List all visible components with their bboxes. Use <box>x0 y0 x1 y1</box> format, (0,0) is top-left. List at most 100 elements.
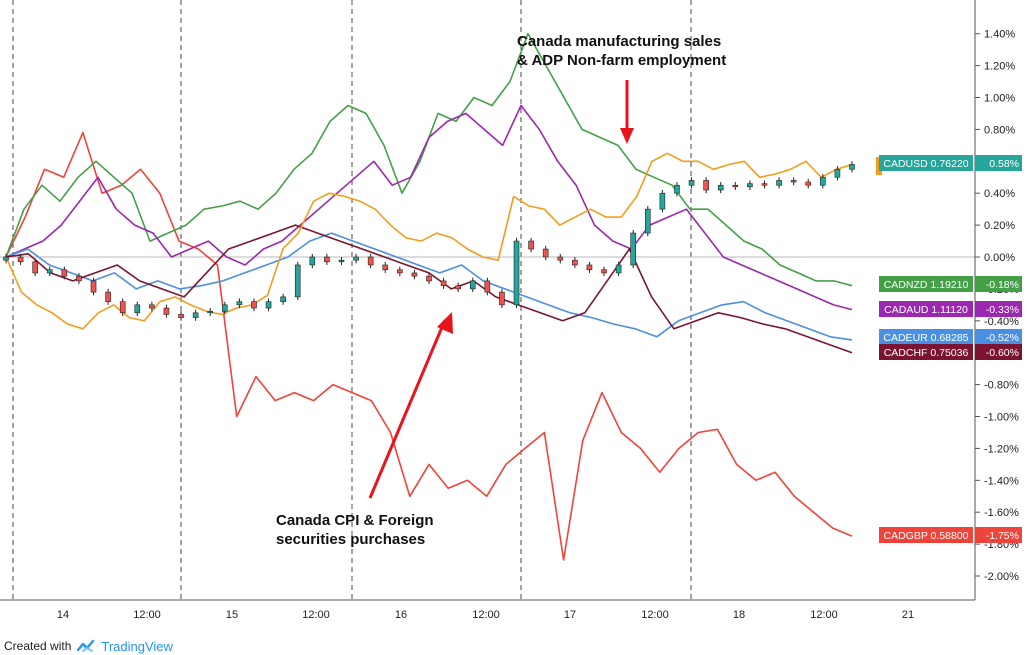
candle <box>469 280 476 290</box>
label-change-text: -0.52% <box>986 332 1019 344</box>
multi-series-percent-chart[interactable]: Canada manufacturing sales & ADP Non-farm… <box>0 0 1030 632</box>
candle <box>3 256 9 261</box>
candle <box>236 301 243 306</box>
candle <box>411 272 418 277</box>
x-tick-label: 12:00 <box>133 609 161 621</box>
series-line-cadgbp <box>5 131 853 561</box>
candle <box>659 192 666 210</box>
y-tick-label: -1.20% <box>984 443 1019 455</box>
x-tick-label: 14 <box>57 609 69 621</box>
label-name-box <box>879 344 973 360</box>
y-tick-label: 0.40% <box>984 188 1015 200</box>
candle <box>601 269 607 274</box>
label-name-text: CADCHF 0.75036 <box>884 347 969 359</box>
annotation-arrowhead-up <box>437 312 453 334</box>
candle <box>149 304 155 309</box>
candle <box>732 184 739 188</box>
y-tick-label: 0.20% <box>984 220 1015 232</box>
value-label-cadeur: CADEUR 0.68285 -0.52% <box>879 329 1022 345</box>
value-label-cadchf: CADCHF 0.75036 -0.60% <box>879 344 1022 360</box>
series-line-cadnzd <box>5 32 853 287</box>
candle <box>849 164 855 170</box>
candle <box>294 264 301 298</box>
annotation-arrow-up <box>368 319 447 499</box>
x-tick-label: 16 <box>395 609 407 621</box>
y-tick-label: -1.00% <box>984 412 1019 424</box>
annotations: Canada manufacturing sales & ADP Non-farm… <box>276 33 726 548</box>
annotation-cpi: Canada CPI & Foreign securities purchases <box>276 512 434 548</box>
label-name-text: CADEUR 0.68285 <box>883 332 968 344</box>
candle <box>805 181 812 186</box>
footer: Created with TradingView <box>4 637 173 655</box>
label-name-box <box>879 276 973 292</box>
candle <box>586 264 593 271</box>
label-name-box <box>879 527 973 543</box>
candle <box>76 275 82 282</box>
label-name-box <box>879 301 973 317</box>
candle <box>280 296 286 302</box>
tradingview-logo-icon <box>77 639 95 652</box>
label-name-box <box>879 329 973 345</box>
label-change-box <box>975 329 1022 345</box>
series-lines <box>5 32 853 561</box>
candle <box>178 314 184 318</box>
candle <box>761 183 768 186</box>
candle <box>105 291 111 302</box>
x-tick-label: 12:00 <box>472 609 500 621</box>
label-name-text: CADAUD 1.11120 <box>884 304 968 316</box>
candle <box>790 180 797 183</box>
value-label-cadaud: CADAUD 1.11120 -0.33% <box>879 301 1022 317</box>
candle <box>499 291 505 306</box>
candlestick-series <box>3 161 855 321</box>
series-line-cadchf <box>5 224 853 354</box>
x-tick-label: 12:00 <box>641 609 669 621</box>
candle <box>717 184 724 191</box>
value-label-cadgbp: CADGBP 0.58800 -1.75% <box>879 527 1022 543</box>
label-change-text: -0.33% <box>986 304 1019 316</box>
label-name-box <box>879 155 973 171</box>
y-tick-label: 1.00% <box>984 93 1015 105</box>
created-with-text: Created with <box>4 639 72 653</box>
label-change-box <box>975 301 1022 317</box>
session-separators <box>12 0 692 600</box>
y-tick-label: -0.40% <box>984 316 1019 328</box>
candle <box>513 240 520 306</box>
candle <box>17 256 24 263</box>
label-change-text: 0.58% <box>989 158 1019 170</box>
value-label-cadnzd: CADNZD 1.19210 -0.18% <box>879 276 1022 292</box>
candle <box>747 183 753 188</box>
y-tick-label: -2.00% <box>984 571 1019 583</box>
series-line-cadaud <box>5 104 853 311</box>
candle <box>324 256 330 263</box>
candle <box>703 180 709 191</box>
x-tick-label: 21 <box>902 609 914 621</box>
candle <box>265 301 272 309</box>
series-line-cadusd <box>5 152 853 330</box>
x-tick-label: 17 <box>564 609 576 621</box>
candle <box>397 269 403 274</box>
y-tick-label: -1.40% <box>984 475 1019 487</box>
candle <box>776 180 782 186</box>
candle <box>834 168 841 178</box>
candle <box>61 269 68 277</box>
candle <box>32 261 38 274</box>
candle <box>528 240 534 250</box>
y-tick-label: -0.80% <box>984 380 1019 392</box>
candle <box>688 180 695 186</box>
y-tick-label: -1.60% <box>984 507 1019 519</box>
y-tick-label: 1.20% <box>984 61 1015 73</box>
candle <box>426 275 432 282</box>
candle <box>251 301 257 309</box>
candle <box>557 256 564 261</box>
candle <box>163 307 170 315</box>
candle <box>338 259 345 263</box>
x-tick-label: 15 <box>226 609 238 621</box>
x-tick-label: 12:00 <box>810 609 838 621</box>
candle <box>367 256 374 266</box>
value-label-cadusd: CADUSD 0.76220 0.58% <box>876 155 1022 175</box>
label-change-box <box>975 155 1022 171</box>
label-change-text: -0.18% <box>986 279 1019 291</box>
tradingview-brand[interactable]: TradingView <box>101 638 173 654</box>
candle <box>90 280 97 293</box>
candle <box>440 280 447 287</box>
